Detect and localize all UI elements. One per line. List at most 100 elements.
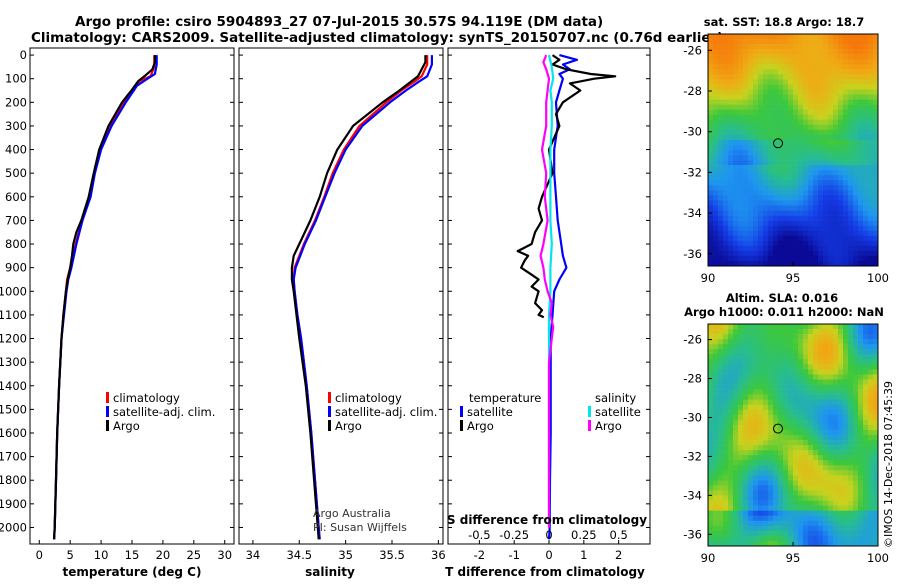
s-diff-tick-label: 0.5 — [610, 528, 628, 542]
sla-cell — [763, 435, 769, 441]
sla-cell — [748, 404, 754, 411]
sst-cell — [843, 160, 849, 166]
sla-cell — [848, 540, 854, 547]
sla-cell — [708, 460, 714, 466]
sla-cell — [748, 429, 754, 436]
sla-cell — [848, 470, 854, 476]
sst-cell — [848, 200, 854, 206]
sla-cell — [813, 515, 819, 522]
sst-cell — [778, 94, 784, 100]
sla-cell — [763, 505, 769, 511]
sst-cell — [843, 240, 849, 247]
sla-cell — [778, 485, 784, 491]
sla-cell — [823, 429, 829, 436]
sla-cell — [813, 460, 819, 466]
sst-cell — [833, 225, 839, 231]
sla-cell — [728, 435, 734, 441]
sst-cell — [733, 240, 739, 247]
sst-cell — [738, 245, 744, 252]
sst-cell — [788, 44, 794, 50]
sst-cell — [753, 215, 759, 221]
sst-cell — [863, 240, 869, 247]
sst-cell — [753, 144, 759, 151]
sst-cell — [828, 170, 834, 176]
sst-cell — [793, 180, 799, 186]
sla-cell — [808, 470, 814, 476]
sla-cell — [858, 435, 864, 441]
sla-cell — [818, 389, 824, 395]
sst-cell — [728, 144, 734, 151]
sla-cell — [853, 354, 859, 360]
sla-cell — [813, 485, 819, 491]
sla-cell — [783, 429, 789, 436]
sla-cell — [868, 429, 874, 436]
sla-cell — [763, 445, 769, 451]
sla-cell — [858, 485, 864, 491]
sla-cell — [828, 424, 834, 431]
sst-cell — [783, 205, 789, 211]
sst-cell — [768, 195, 774, 201]
sst-cell — [858, 129, 864, 136]
sst-cell — [863, 195, 869, 201]
sla-cell — [803, 379, 809, 385]
sst-cell — [858, 44, 864, 50]
sst-cell — [708, 225, 714, 231]
sla-cell — [793, 460, 799, 466]
sla-cell — [728, 505, 734, 511]
sla-cell — [868, 505, 874, 511]
sla-cell — [868, 359, 874, 365]
sst-cell — [843, 215, 849, 221]
sst-cell — [873, 175, 879, 181]
sla-cell — [748, 480, 754, 486]
sla-cell — [748, 379, 754, 385]
sst-cell — [813, 250, 819, 257]
sst-cell — [723, 160, 729, 166]
sla-cell — [723, 399, 729, 406]
sla-cell — [778, 515, 784, 522]
sla-cell — [848, 369, 854, 375]
sst-cell — [858, 205, 864, 211]
sla-cell — [813, 450, 819, 456]
sst-cell — [868, 235, 874, 242]
sla-cell — [763, 424, 769, 431]
sst-cell — [853, 190, 859, 196]
sla-cell — [833, 515, 839, 522]
sla-cell — [788, 409, 794, 416]
sst-cell — [788, 215, 794, 221]
sla-cell — [728, 394, 734, 400]
sst-cell — [713, 129, 719, 136]
sst-cell — [773, 240, 779, 247]
sla-cell — [733, 329, 739, 335]
sla-cell — [833, 424, 839, 431]
sst-cell — [748, 114, 754, 121]
sla-cell — [738, 525, 744, 532]
sla-cell — [823, 384, 829, 390]
sla-cell — [748, 450, 754, 456]
sst-cell — [773, 99, 779, 105]
sla-cell — [768, 424, 774, 431]
sla-cell — [793, 359, 799, 365]
sla-cell — [753, 384, 759, 390]
sla-cell — [793, 530, 799, 537]
sla-cell — [708, 510, 714, 517]
sla-cell — [753, 354, 759, 360]
sst-cell — [808, 225, 814, 231]
sla-cell — [733, 465, 739, 471]
sla-cell — [758, 429, 764, 436]
sst-cell — [778, 119, 784, 126]
sla-cell — [838, 339, 844, 345]
sst-cell — [803, 195, 809, 201]
sst-cell — [773, 44, 779, 50]
sst-cell — [873, 89, 879, 95]
sst-cell — [758, 39, 764, 45]
sla-cell — [833, 540, 839, 547]
sst-cell — [828, 89, 834, 95]
sla-cell — [783, 354, 789, 360]
sla-cell — [808, 339, 814, 345]
sst-cell — [748, 155, 754, 161]
sst-cell — [708, 74, 714, 80]
sst-cell — [798, 180, 804, 186]
sst-float-marker — [773, 138, 784, 149]
sst-cell — [818, 245, 824, 252]
